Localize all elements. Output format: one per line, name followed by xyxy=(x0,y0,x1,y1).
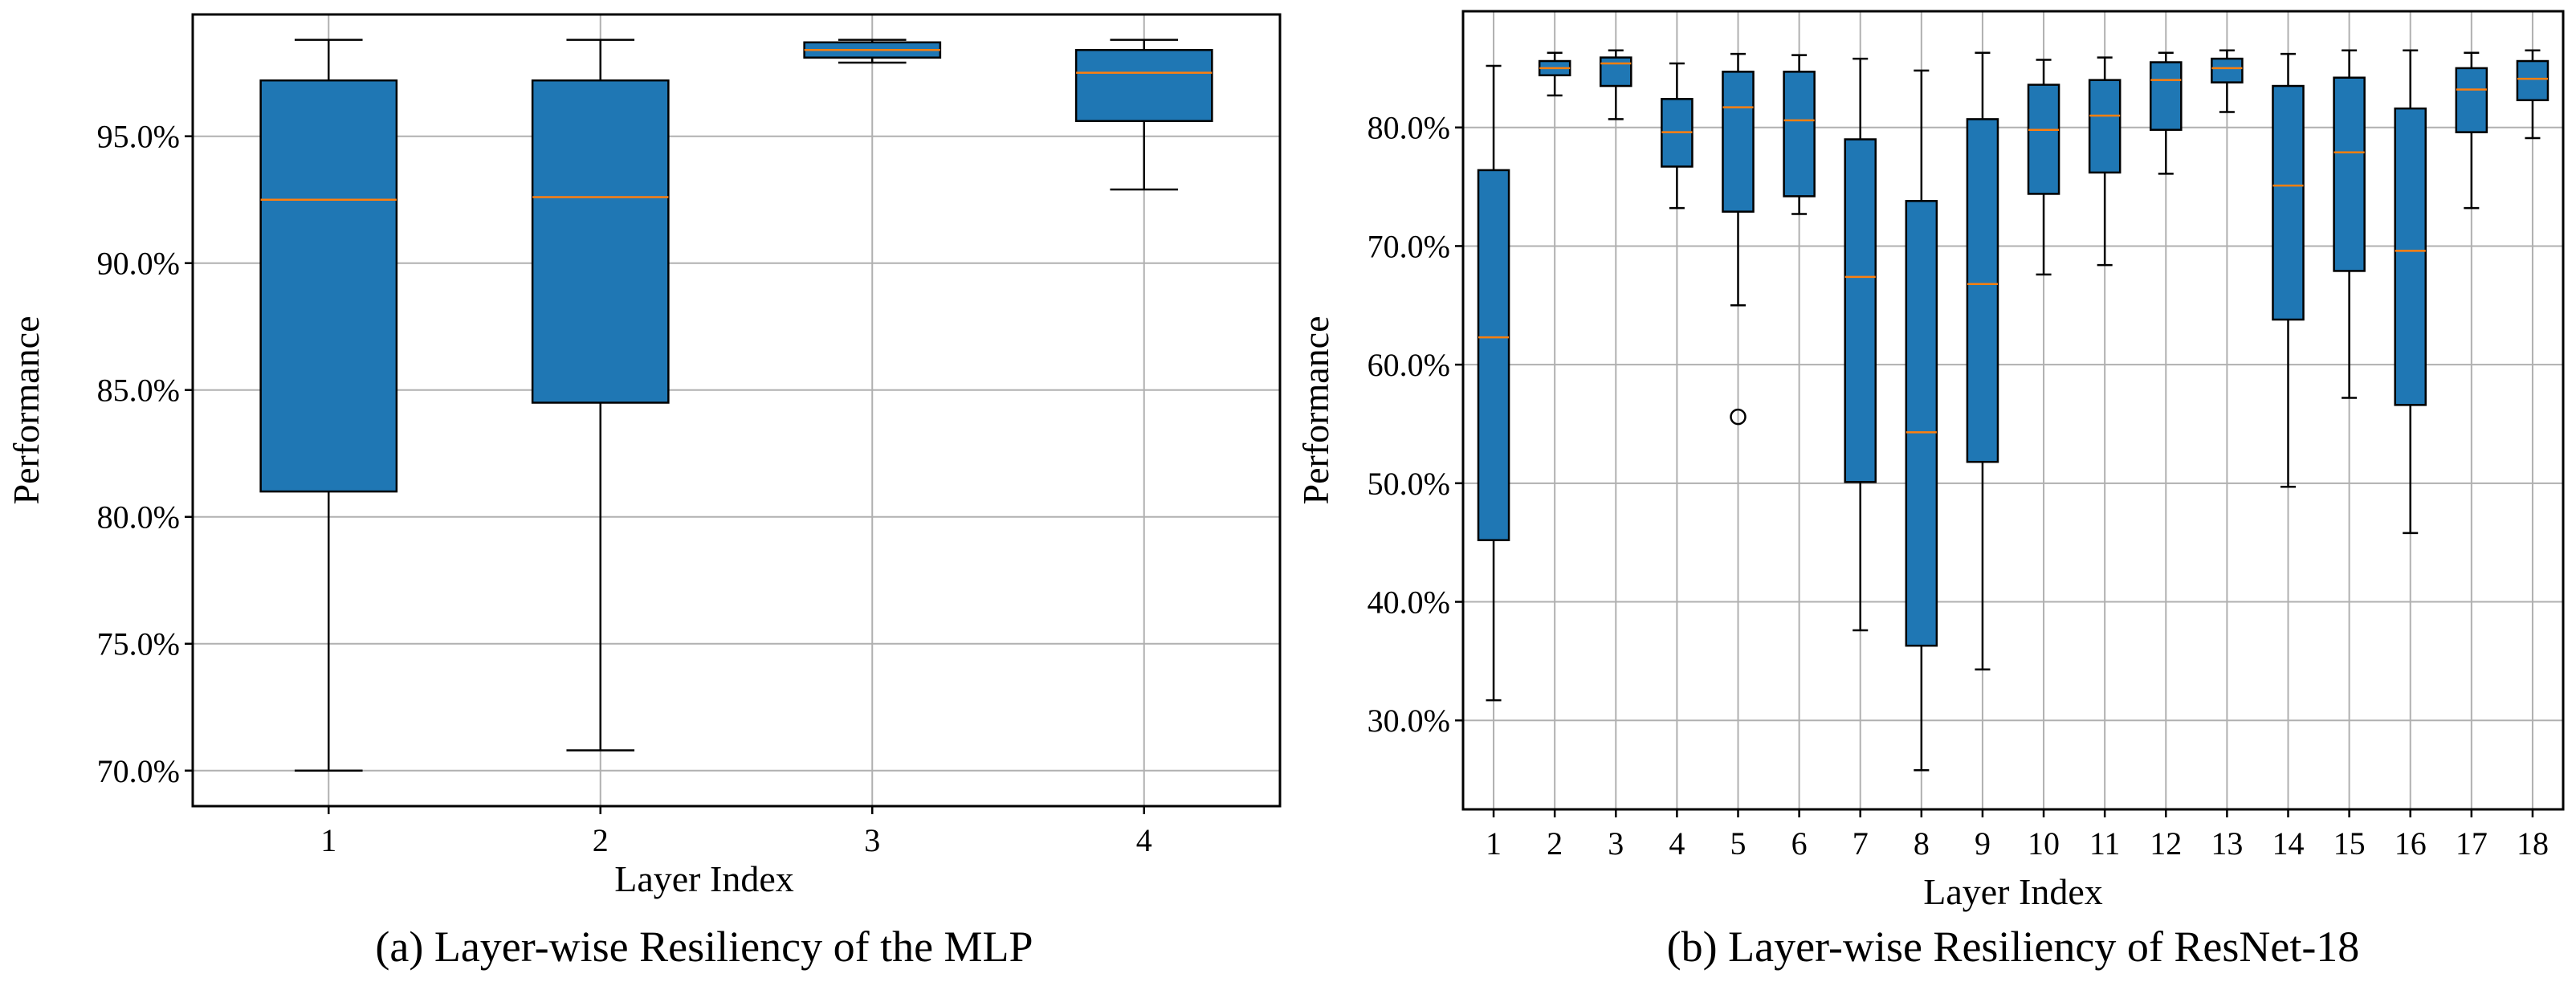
outlier-point xyxy=(1730,408,1747,426)
panel-b-xtick-label: 1 xyxy=(1486,825,1502,862)
iqr-box xyxy=(1783,71,1816,198)
panel-b-xtick-label: 17 xyxy=(2456,825,2488,862)
panel-b-ytick-label: 40.0% xyxy=(1367,585,1450,621)
panel-a-caption: (a) Layer-wise Resiliency of the MLP xyxy=(375,923,1033,971)
panel-a-box-layer-1 xyxy=(259,39,398,772)
iqr-box xyxy=(2333,76,2366,272)
panel-a-ytick-label: 95.0% xyxy=(97,119,180,155)
iqr-box xyxy=(259,79,398,493)
panel-b-box-layer-9 xyxy=(1966,51,1999,670)
panel-b: 30.0%40.0%50.0%60.0%70.0%80.0%1 2 3 4 5 6 7 8 9 1… xyxy=(1295,10,2565,971)
panel-a-boxes xyxy=(259,39,1213,772)
panel-b-xtick-label: 7 xyxy=(1853,825,1869,862)
panel-b-ylabel: Performance xyxy=(1295,316,1336,505)
iqr-box xyxy=(2394,107,2427,406)
panel-b-box-layer-16 xyxy=(2394,49,2427,535)
iqr-box xyxy=(2272,84,2305,321)
panel-a-xlabel: Layer Index xyxy=(614,858,794,899)
panel-b-ytick-label: 30.0% xyxy=(1367,703,1450,739)
iqr-box xyxy=(2516,59,2550,102)
panel-a-ytick-label: 90.0% xyxy=(97,246,180,282)
panel-b-xtick-label: 4 xyxy=(1669,825,1685,862)
panel-a-frame xyxy=(191,13,1282,808)
panel-a-box-layer-2 xyxy=(531,39,670,752)
panel-a: 70.0% 75.0% 80.0% 85.0% 90.0% 95.0% 1 2 3 4 Perfo… xyxy=(6,13,1282,971)
iqr-box xyxy=(2088,79,2122,174)
panel-b-xtick-label: 10 xyxy=(2028,825,2060,862)
panel-b-xtick-label: 15 xyxy=(2333,825,2366,862)
iqr-box xyxy=(1966,118,1999,463)
panel-a-xtick-label: 3 xyxy=(864,822,880,858)
panel-b-box-layer-12 xyxy=(2150,51,2183,175)
panel-a-ticks: 70.0% 75.0% 80.0% 85.0% 90.0% 95.0% 1 2 3 4 xyxy=(97,119,1152,858)
panel-b-box-layer-4 xyxy=(1661,62,1694,210)
panel-a-box-layer-4 xyxy=(1074,39,1213,191)
panel-b-box-layer-17 xyxy=(2455,51,2488,210)
panel-b-xtick-label: 18 xyxy=(2517,825,2549,862)
panel-b-box-layer-1 xyxy=(1477,64,1510,702)
panel-b-xtick-label: 12 xyxy=(2150,825,2182,862)
panel-a-box-layer-3 xyxy=(803,39,942,64)
panel-a-xtick-label: 4 xyxy=(1136,822,1152,858)
panel-a-xtick-label: 1 xyxy=(320,822,336,858)
panel-a-ytick-label: 85.0% xyxy=(97,373,180,409)
panel-b-boxes xyxy=(1477,49,2550,772)
panel-b-xtick-label: 9 xyxy=(1975,825,1991,862)
panel-b-xtick-label: 14 xyxy=(2272,825,2305,862)
iqr-box xyxy=(1477,169,1510,541)
panel-b-frame xyxy=(1461,10,2565,811)
panel-b-xtick-label: 13 xyxy=(2211,825,2243,862)
iqr-box xyxy=(2027,84,2060,195)
panel-b-ytick-label: 80.0% xyxy=(1367,110,1450,146)
iqr-box xyxy=(2455,67,2488,133)
panel-b-xtick-label: 6 xyxy=(1791,825,1808,862)
panel-b-box-layer-7 xyxy=(1844,57,1877,632)
panel-a-ytick-label: 70.0% xyxy=(97,753,180,789)
iqr-box xyxy=(1600,56,1632,88)
panel-b-xlabel: Layer Index xyxy=(1923,871,2103,912)
panel-b-caption: (b) Layer-wise Resiliency of ResNet-18 xyxy=(1667,923,2360,971)
panel-a-ytick-label: 75.0% xyxy=(97,626,180,662)
iqr-box xyxy=(1722,71,1755,213)
panel-b-box-layer-14 xyxy=(2272,52,2305,488)
panel-a-ylabel: Performance xyxy=(6,316,47,505)
panel-b-box-layer-5 xyxy=(1722,52,1755,426)
panel-b-box-layer-3 xyxy=(1600,49,1632,120)
iqr-box xyxy=(1074,48,1213,122)
panel-b-box-layer-2 xyxy=(1538,51,1571,97)
panel-b-xtick-label: 16 xyxy=(2395,825,2427,862)
panel-b-ytick-label: 50.0% xyxy=(1367,466,1450,502)
panel-b-ytick-label: 70.0% xyxy=(1367,228,1450,264)
panel-b-box-layer-18 xyxy=(2516,49,2550,140)
panel-b-box-layer-10 xyxy=(2027,59,2060,276)
panel-a-xtick-label: 2 xyxy=(593,822,609,858)
panel-b-ticks: 30.0%40.0%50.0%60.0%70.0%80.0%1 2 3 4 5 6 7 8 9 1… xyxy=(1367,110,2549,862)
panel-b-box-layer-13 xyxy=(2211,49,2244,113)
panel-b-box-layer-6 xyxy=(1783,54,1816,215)
panel-b-box-layer-8 xyxy=(1905,69,1938,772)
iqr-box xyxy=(531,79,670,404)
iqr-box xyxy=(1844,138,1877,483)
panel-b-xtick-label: 11 xyxy=(2089,825,2121,862)
panel-b-xtick-label: 8 xyxy=(1914,825,1930,862)
panel-b-ytick-label: 60.0% xyxy=(1367,347,1450,383)
iqr-box xyxy=(2211,57,2244,84)
panel-b-box-layer-15 xyxy=(2333,49,2366,399)
panel-b-xtick-label: 5 xyxy=(1730,825,1747,862)
iqr-box xyxy=(1905,200,1938,647)
panel-b-xtick-label: 3 xyxy=(1608,825,1624,862)
iqr-box xyxy=(2150,61,2183,131)
panel-b-xtick-label: 2 xyxy=(1547,825,1563,862)
panel-a-ytick-label: 80.0% xyxy=(97,499,180,536)
panel-b-box-layer-11 xyxy=(2088,56,2122,267)
